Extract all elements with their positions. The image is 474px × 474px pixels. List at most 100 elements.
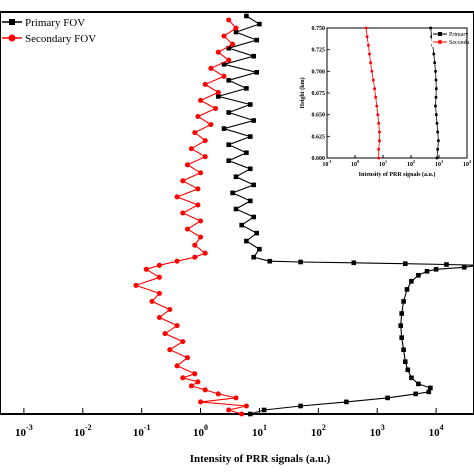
main-point-primary-fov-7	[428, 385, 433, 391]
main-point-primary-fov-51	[226, 78, 231, 83]
inset-point-primary-13	[437, 139, 440, 142]
main-point-secondary-fov-31	[198, 218, 204, 224]
main-point-secondary-fov-35	[195, 186, 201, 192]
main-point-primary-fov-55	[226, 45, 231, 51]
main-plot-frame	[0, 11, 474, 415]
main-point-secondary-fov-15	[162, 331, 168, 337]
x-axis-title: Intensity of PRR signals (a.u.)	[190, 453, 331, 465]
main-point-primary-fov-32	[254, 230, 259, 236]
main-point-primary-fov-42	[244, 150, 249, 155]
main-series-secondary-fov	[133, 17, 249, 417]
main-point-secondary-fov-8	[195, 379, 201, 385]
inset-legend-label-secondary: Seconda	[449, 40, 470, 46]
inset-point-primary-3	[432, 52, 436, 56]
main-point-primary-fov-58	[257, 21, 262, 27]
inset-point-seconda-12	[378, 130, 381, 134]
main-point-primary-fov-12	[401, 347, 406, 352]
inset-point-seconda-14	[377, 147, 381, 151]
inset-point-primary-15	[435, 156, 439, 160]
inset-point-seconda-0	[364, 26, 368, 30]
main-point-primary-fov-4	[385, 395, 390, 401]
main-point-primary-fov-25	[403, 261, 408, 266]
main-point-secondary-fov-13	[167, 347, 173, 353]
main-point-secondary-fov-25	[174, 258, 180, 264]
main-point-primary-fov-10	[405, 367, 411, 373]
inset-point-seconda-15	[377, 156, 381, 160]
inset-point-seconda-7	[373, 87, 377, 91]
main-point-secondary-fov-37	[198, 170, 204, 176]
main-point-secondary-fov-5	[215, 391, 221, 397]
inset-point-seconda-8	[374, 95, 378, 99]
inset-point-seconda-2	[366, 43, 370, 47]
inset-x-axis: 10-1 100 101 102 103 104	[322, 155, 471, 168]
legend: Primary FOV Secondary FOV	[2, 17, 96, 45]
inset-point-primary-12	[436, 130, 439, 134]
legend-marker-secondary	[8, 34, 16, 42]
main-point-primary-fov-33	[239, 222, 244, 228]
main-point-secondary-fov-1	[226, 407, 232, 413]
main-x-tick-label: 10-2	[74, 423, 92, 439]
main-point-secondary-fov-24	[156, 262, 162, 268]
inset-series-seconda	[364, 26, 381, 160]
main-point-secondary-fov-53	[230, 41, 236, 47]
inset-point-primary-14	[436, 148, 439, 151]
inset-y-axis-title: Height (km)	[299, 77, 306, 108]
main-point-primary-fov-26	[351, 260, 357, 266]
main-point-secondary-fov-27	[202, 250, 208, 256]
main-point-secondary-fov-16	[174, 323, 180, 329]
main-point-primary-fov-35	[233, 206, 239, 212]
inset-point-primary-9	[434, 104, 437, 108]
main-point-primary-fov-30	[257, 246, 262, 252]
main-point-secondary-fov-29	[198, 234, 204, 240]
main-point-secondary-fov-6	[202, 387, 208, 393]
main-point-primary-fov-2	[298, 403, 303, 409]
main-point-secondary-fov-51	[226, 57, 232, 63]
main-series-layer	[133, 13, 474, 417]
main-point-primary-fov-11	[403, 359, 408, 364]
main-series-primary-fov	[216, 13, 474, 417]
inset-point-primary-6	[434, 78, 438, 82]
main-point-primary-fov-14	[398, 323, 403, 328]
inset-legend-marker-secondary	[438, 40, 442, 44]
main-point-primary-fov-38	[251, 182, 256, 188]
main-point-primary-fov-1	[261, 407, 267, 413]
main-point-primary-fov-36	[248, 198, 253, 204]
inset-y-tick-label: 0.600	[312, 156, 326, 162]
inset-point-seconda-4	[369, 61, 373, 65]
main-point-secondary-fov-48	[202, 81, 208, 87]
main-point-secondary-fov-40	[188, 146, 194, 152]
inset-point-seconda-5	[370, 69, 374, 73]
inset-legend-marker-primary	[438, 32, 442, 36]
main-point-secondary-fov-36	[180, 178, 186, 184]
main-point-primary-fov-31	[244, 238, 249, 244]
main-point-primary-fov-17	[404, 287, 410, 292]
main-point-secondary-fov-41	[202, 138, 208, 144]
main-point-secondary-fov-11	[174, 363, 180, 369]
main-point-secondary-fov-55	[233, 25, 239, 31]
main-x-tick-label: 10-3	[15, 423, 33, 439]
legend-marker-primary	[9, 19, 15, 25]
main-point-primary-fov-6	[426, 389, 432, 395]
main-point-secondary-fov-12	[184, 355, 191, 361]
main-point-secondary-fov-43	[208, 122, 214, 128]
main-x-tick-label: 101	[252, 423, 267, 439]
main-point-primary-fov-50	[244, 86, 249, 91]
main-point-primary-fov-57	[233, 29, 239, 35]
inset-point-seconda-3	[368, 52, 371, 56]
main-point-secondary-fov-50	[208, 65, 214, 71]
inset-point-seconda-10	[376, 113, 380, 117]
main-point-primary-fov-24	[444, 262, 449, 267]
main-point-secondary-fov-22	[156, 274, 162, 280]
main-point-primary-fov-39	[233, 174, 239, 180]
main-point-primary-fov-19	[416, 273, 421, 278]
inset-point-primary-5	[434, 70, 437, 73]
main-x-tick-label: 100	[193, 423, 208, 439]
inset-background	[300, 22, 470, 178]
inset-x-tick-label: 102	[407, 159, 415, 168]
inset-x-tick-label: 104	[463, 159, 471, 168]
main-point-primary-fov-18	[409, 279, 414, 284]
main-point-secondary-fov-3	[198, 399, 204, 405]
main-point-primary-fov-46	[251, 118, 256, 123]
inset-line-primary	[430, 27, 439, 159]
main-point-secondary-fov-44	[195, 113, 201, 120]
